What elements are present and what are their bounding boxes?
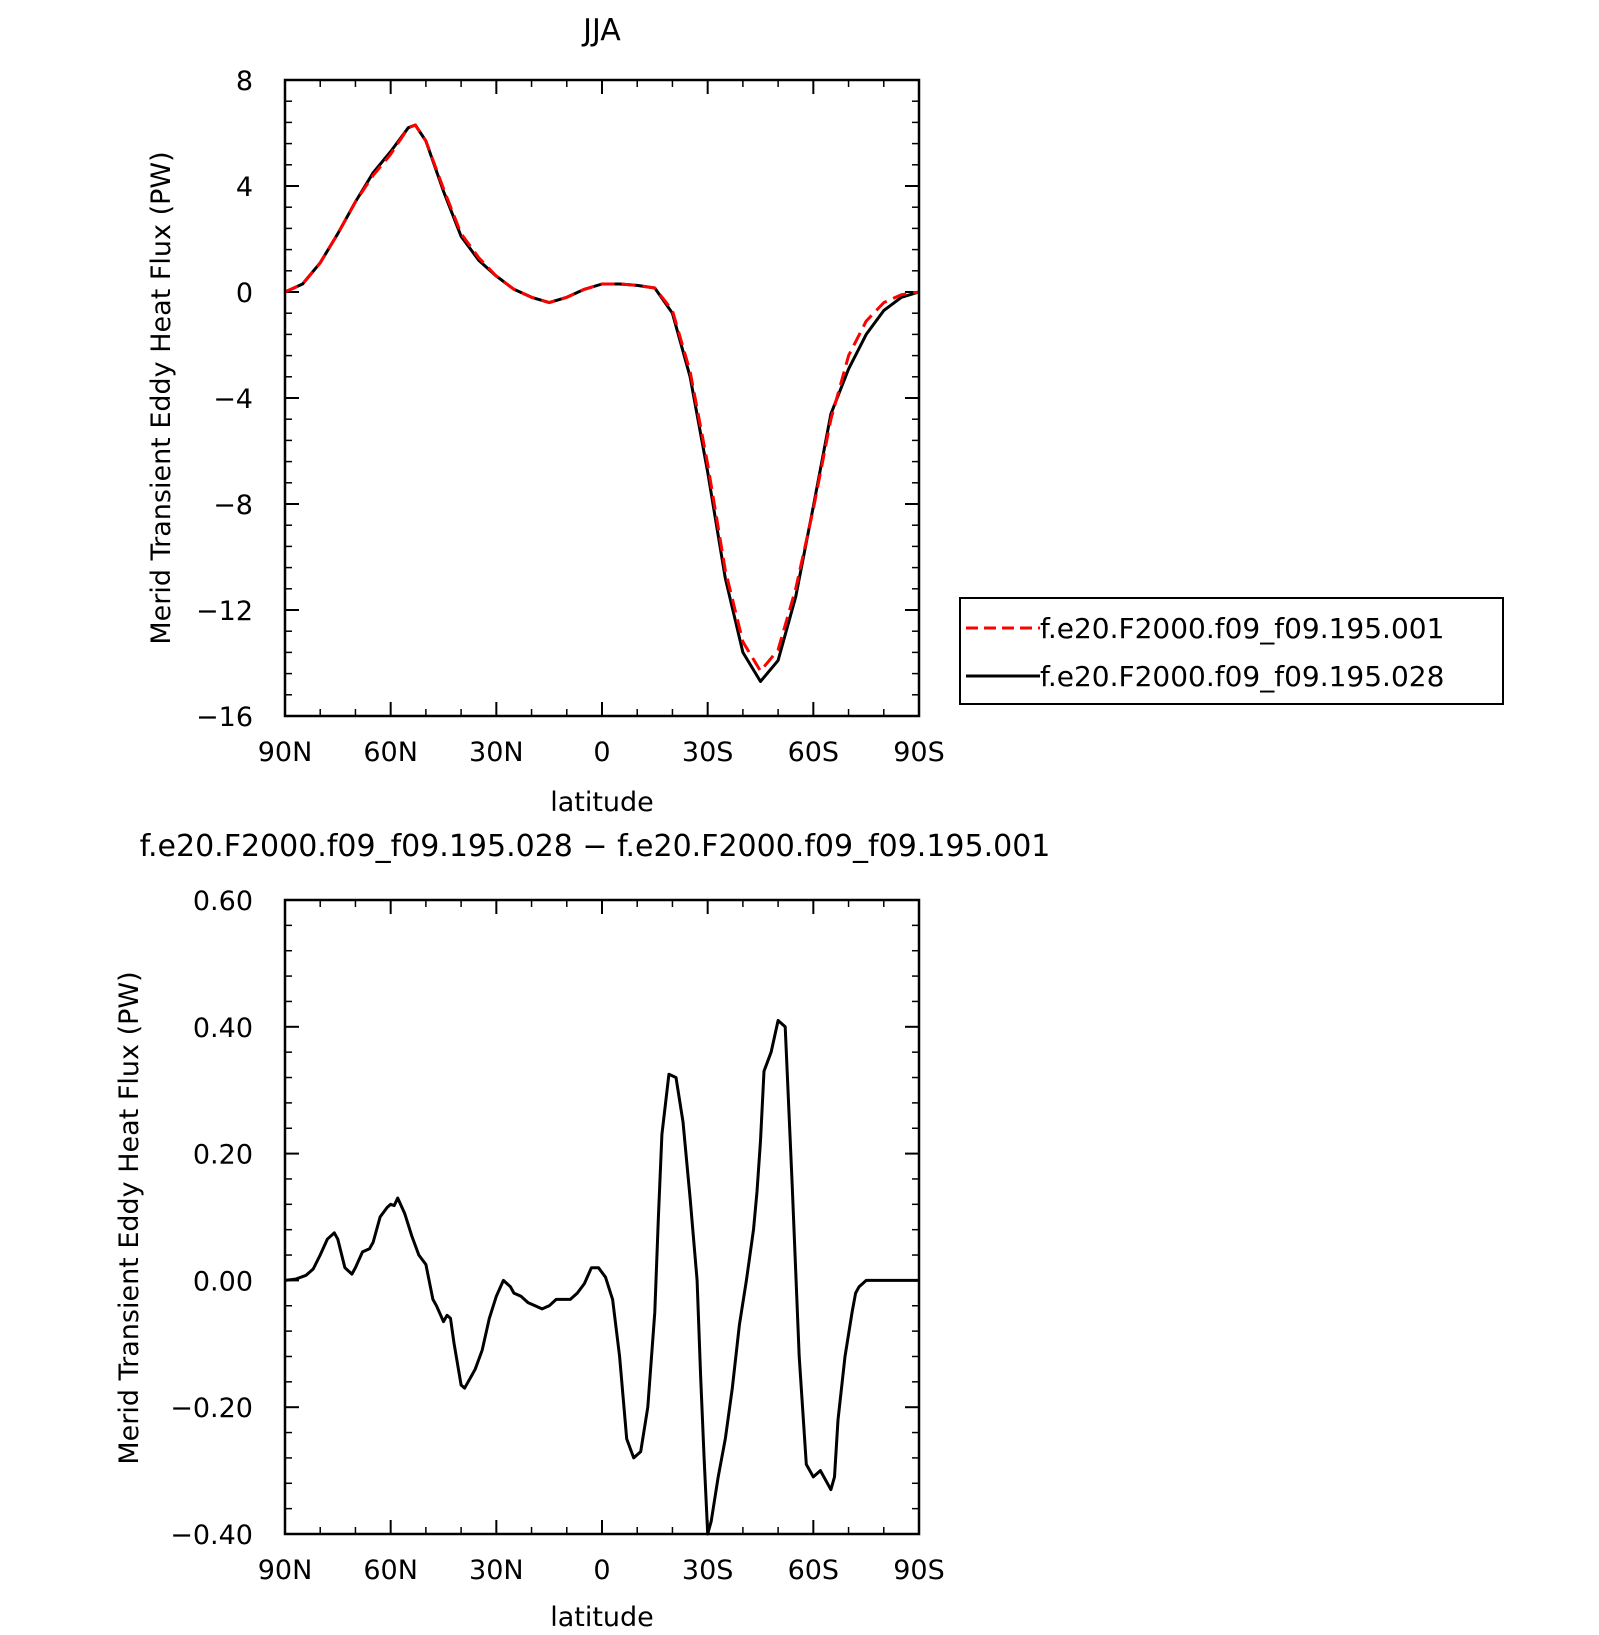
- top-plot-frame: [283, 78, 921, 718]
- top-x-tick-label: 0: [593, 737, 610, 768]
- bottom-y-tick-label: −0.20: [170, 1393, 253, 1424]
- bottom-x-tick-label: 90S: [893, 1555, 945, 1586]
- top-y-tick-label: −12: [196, 596, 253, 627]
- top-x-tick-label: 30S: [682, 737, 734, 768]
- bottom-x-axis-label: latitude: [550, 1602, 654, 1633]
- top-axis-ticks: [284, 79, 920, 717]
- top-panel: JJA latitude Merid Transient Eddy Heat F…: [146, 13, 1504, 818]
- top-x-tick-label: 60S: [788, 737, 840, 768]
- bottom-series-line-1: [284, 1019, 919, 1536]
- top-series-line-2: [284, 123, 920, 683]
- bottom-y-axis-label: Merid Transient Eddy Heat Flux (PW): [114, 971, 145, 1464]
- bottom-tick-labels: 90N 60N 30N 0 30S 60S 90S 0.60 0.40 0.20 0.00 −0.20…: [170, 886, 945, 1586]
- top-chart-title: JJA: [581, 13, 621, 48]
- top-legend: f.e20.F2000.f09_f09.195.001 f.e20.F2000.…: [959, 597, 1504, 705]
- bottom-x-tick-label: 30S: [682, 1555, 734, 1586]
- top-y-axis-label: Merid Transient Eddy Heat Flux (PW): [146, 151, 177, 644]
- top-y-tick-label: 0: [236, 278, 253, 309]
- top-x-tick-label: 90N: [258, 737, 313, 768]
- bottom-x-tick-label: 0: [593, 1555, 610, 1586]
- bottom-chart-title: f.e20.F2000.f09_f09.195.028 − f.e20.F200…: [140, 829, 1051, 864]
- bottom-x-tick-label: 30N: [469, 1555, 524, 1586]
- bottom-y-tick-label: 0.20: [193, 1140, 253, 1171]
- bottom-x-tick-label: 60S: [788, 1555, 840, 1586]
- top-y-tick-label: −16: [196, 702, 253, 733]
- bottom-plot-frame: [283, 898, 921, 1536]
- bottom-y-tick-label: 0.60: [193, 886, 253, 917]
- top-series-line-1: [284, 123, 920, 673]
- top-y-tick-label: −4: [213, 384, 253, 415]
- top-x-tick-label: 60N: [363, 737, 418, 768]
- top-y-tick-label: −8: [213, 490, 253, 521]
- top-x-tick-label: 30N: [469, 737, 524, 768]
- bottom-y-tick-label: −0.40: [170, 1520, 253, 1551]
- bottom-x-tick-label: 60N: [363, 1555, 418, 1586]
- bottom-y-tick-label: 0.40: [193, 1013, 253, 1044]
- bottom-series: [284, 1019, 919, 1536]
- legend-label-series-2: f.e20.F2000.f09_f09.195.028: [1040, 660, 1444, 693]
- legend-label-series-1: f.e20.F2000.f09_f09.195.001: [1040, 612, 1444, 645]
- bottom-y-tick-label: 0.00: [193, 1266, 253, 1297]
- legend-box: [959, 597, 1504, 705]
- top-y-tick-label: 4: [236, 172, 253, 203]
- top-series: [284, 123, 920, 683]
- top-y-tick-label: 8: [236, 66, 253, 97]
- top-x-tick-label: 90S: [893, 737, 945, 768]
- top-tick-labels: 90N 60N 30N 0 30S 60S 90S 8 4 0 −4 −8 −12 −16: [196, 66, 945, 768]
- top-x-axis-label: latitude: [550, 787, 654, 818]
- bottom-panel: f.e20.F2000.f09_f09.195.028 − f.e20.F200…: [114, 829, 1050, 1633]
- bottom-x-tick-label: 90N: [258, 1555, 313, 1586]
